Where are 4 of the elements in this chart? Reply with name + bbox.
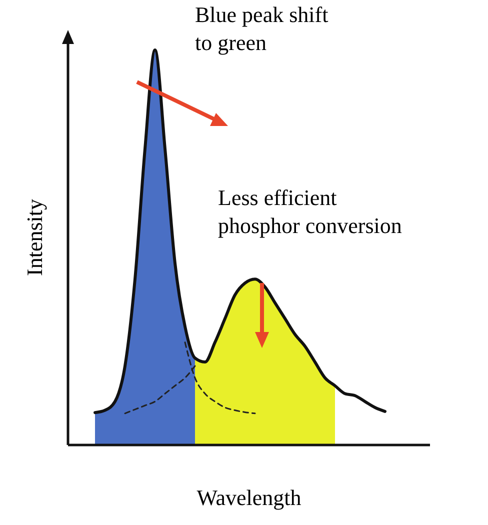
x-axis-title: Wavelength: [196, 485, 302, 510]
annotation: Less efficient phosphor conversion: [218, 185, 402, 238]
y-axis-title: Intensity: [22, 199, 47, 276]
annotation: Blue peak shift to green: [195, 2, 328, 55]
